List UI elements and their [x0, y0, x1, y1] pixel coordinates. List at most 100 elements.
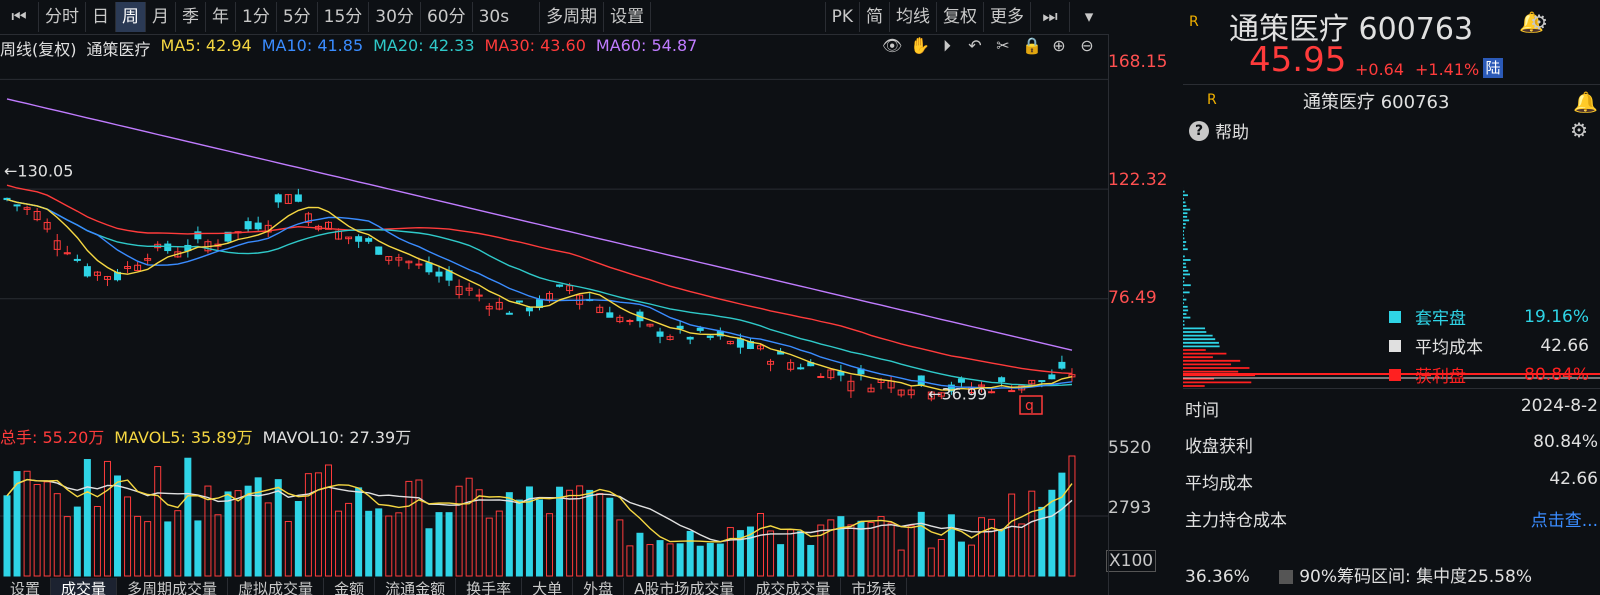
indicator-tab[interactable]: 设置 — [0, 578, 52, 595]
candle-body — [1058, 361, 1066, 369]
chevron-down-icon[interactable]: ▾ — [1069, 2, 1108, 32]
toolbar-right-item[interactable]: 复权 — [936, 2, 983, 32]
indicator-tab[interactable]: A股市场成交量 — [624, 578, 746, 595]
legend-value: 19.16% — [1524, 306, 1589, 327]
volume-bar — [616, 519, 624, 577]
volume-chart[interactable] — [0, 448, 1108, 578]
volume-bar — [957, 541, 965, 577]
period-tab[interactable]: 月 — [146, 2, 176, 32]
candle-body — [375, 246, 383, 255]
volume-bar — [907, 525, 915, 577]
candle-body — [937, 392, 945, 397]
chip-footer: 36.36% 90%筹码区间: 集中度25.58% — [1185, 562, 1556, 587]
last-page-icon[interactable]: ⏭ — [1030, 2, 1069, 32]
volume-bar — [978, 517, 986, 577]
volume-bar — [13, 471, 21, 577]
period-tab[interactable]: 1分 — [236, 2, 277, 32]
period-tab[interactable]: 60分 — [421, 2, 473, 32]
info-separator — [1183, 388, 1600, 389]
bell-icon[interactable]: 🔔 — [1519, 10, 1544, 34]
volume-bar — [154, 466, 162, 577]
indicator-tab[interactable]: 换手率 — [456, 578, 523, 595]
volume-bar — [576, 485, 584, 577]
help-button[interactable]: ? 帮助 — [1189, 118, 1249, 143]
indicator-tab[interactable]: 大单 — [522, 578, 574, 595]
volume-bar — [777, 544, 785, 577]
volume-bar — [676, 543, 684, 577]
mavol5-value: MAVOL5: 35.89万 — [114, 428, 253, 447]
candle-body — [686, 336, 694, 340]
candlestick-chart[interactable]: ←130.05 ←36.99 q — [0, 58, 1108, 420]
indicator-tab[interactable]: 成交量 — [51, 578, 118, 595]
indicator-tab[interactable]: 虚拟成交量 — [228, 578, 325, 595]
chip-settings-icon[interactable]: ⚙ — [1570, 118, 1588, 142]
volume-indicator-bar: 总手: 55.20万 MAVOL5: 35.89万 MAVOL10: 27.39… — [0, 424, 411, 447]
period-tab[interactable]: 设置 — [604, 2, 652, 32]
candle-body — [324, 221, 332, 230]
candle-body — [957, 378, 965, 383]
candle-body — [103, 276, 111, 280]
volume-bar — [847, 524, 855, 577]
volume-bar — [1038, 506, 1046, 577]
chip-stock-name: 通策医疗 600763 — [1303, 92, 1450, 113]
undo-icon[interactable]: ↶ — [968, 36, 982, 55]
candle-body — [43, 221, 51, 230]
indicator-tab[interactable]: 流通金额 — [375, 578, 457, 595]
help-label: 帮助 — [1215, 123, 1249, 143]
volume-bar — [194, 520, 202, 577]
candle-body — [304, 213, 312, 223]
candle-body — [616, 316, 624, 323]
zoom-out-icon[interactable]: ⊖ — [1080, 36, 1094, 55]
main-cost-link[interactable]: 点击查... — [1530, 511, 1598, 531]
candle-body — [455, 285, 463, 296]
volume-bar — [264, 502, 272, 577]
candle-body — [706, 335, 714, 338]
candle-body — [596, 306, 604, 314]
period-tab[interactable]: 15分 — [318, 2, 370, 32]
zoom-in-icon[interactable]: ⊕ — [1052, 36, 1066, 55]
toolbar-right-item[interactable]: 简 — [859, 2, 889, 32]
volume-bar — [1048, 489, 1056, 577]
indicator-tab[interactable]: 多周期成交量 — [117, 578, 229, 595]
info-key: 收盘获利 — [1185, 437, 1253, 457]
gear-icon[interactable]: ⚙ — [1530, 10, 1548, 34]
candle-body — [475, 294, 483, 297]
indicator-tab[interactable]: 金额 — [324, 578, 376, 595]
period-tab[interactable]: 季 — [176, 2, 206, 32]
indicator-tab[interactable]: 成交成交量 — [745, 578, 842, 595]
scissors-icon[interactable]: ✂ — [996, 36, 1010, 55]
volume-bar — [566, 489, 574, 577]
period-tab[interactable]: 日 — [86, 2, 116, 32]
candle-body — [33, 211, 41, 221]
last-price: 45.95 — [1249, 40, 1347, 80]
price-axis-label: 76.49 — [1108, 288, 1157, 308]
period-tab[interactable]: 周 — [116, 2, 146, 32]
volume-bar — [284, 520, 292, 577]
volume-bar — [103, 460, 111, 577]
period-tab[interactable]: 年 — [206, 2, 236, 32]
chart-stock-name: 通策医疗 — [86, 40, 151, 59]
toolbar-right-item[interactable]: PK — [824, 2, 859, 32]
volume-bar — [254, 477, 262, 577]
indicator-tab[interactable]: 市场表 — [841, 578, 908, 595]
period-tab[interactable]: 分时 — [39, 2, 86, 32]
toolbar-right-item[interactable]: 均线 — [889, 2, 936, 32]
bell-icon-sub[interactable]: 🔔 — [1573, 90, 1598, 114]
indicator-tab[interactable]: 外盘 — [573, 578, 625, 595]
candle-body — [124, 266, 132, 269]
first-page-icon[interactable]: ⏮ — [0, 2, 39, 32]
toolbar-right-item[interactable]: 更多 — [983, 2, 1030, 32]
period-tab[interactable]: 30s — [473, 2, 541, 32]
volume-bar — [867, 521, 875, 577]
eye-icon[interactable]: 👁 — [882, 36, 903, 55]
legend-value: 80.84% — [1524, 364, 1589, 385]
volume-bar — [345, 502, 353, 577]
footer-range: 90%筹码区间: 集中度25.58% — [1299, 567, 1532, 587]
ma60-value: MA60: 54.87 — [595, 36, 698, 55]
period-tab[interactable]: 5分 — [277, 2, 318, 32]
period-tab[interactable]: 多周期 — [540, 2, 605, 32]
play-icon[interactable]: ⏵ — [942, 36, 951, 55]
lock-icon[interactable]: 🔒 — [1022, 36, 1042, 55]
hand-icon[interactable]: ✋ — [910, 36, 930, 55]
period-tab[interactable]: 30分 — [369, 2, 421, 32]
